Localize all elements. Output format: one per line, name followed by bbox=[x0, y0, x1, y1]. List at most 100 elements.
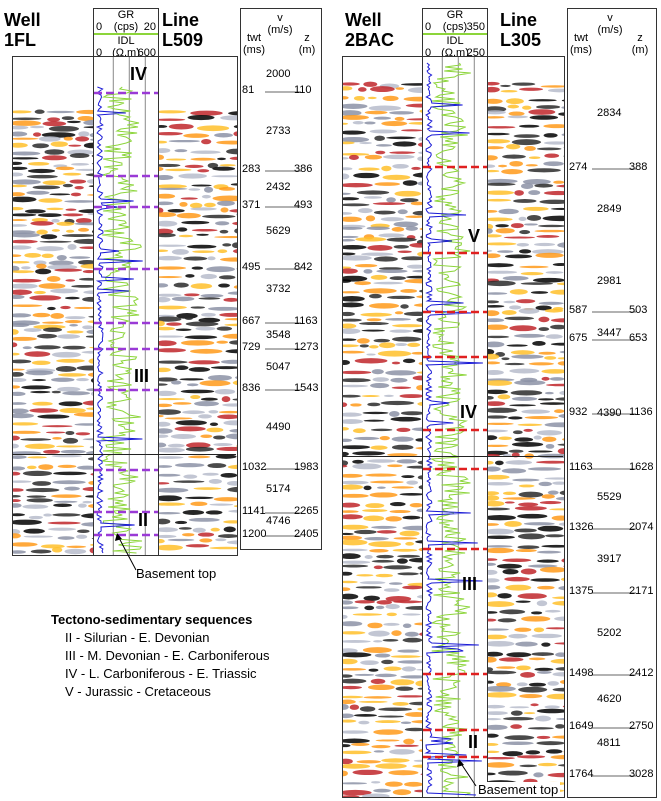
legend-item: II - Silurian - E. Devonian bbox=[65, 630, 210, 645]
twt-value: 283 bbox=[242, 163, 261, 175]
twt-value: 1764 bbox=[569, 768, 594, 780]
depth-value: 1543 bbox=[294, 382, 319, 394]
gr-max: 350 bbox=[466, 21, 485, 33]
depth-value: 1983 bbox=[294, 461, 319, 473]
seq-label-IV-left: IV bbox=[130, 64, 148, 84]
right-log-track bbox=[422, 56, 488, 798]
left-v-header: v (m/s) bbox=[267, 12, 293, 36]
depth-value: 493 bbox=[294, 199, 313, 211]
velocity-value: 2834 bbox=[597, 107, 622, 119]
gr-min: 0 bbox=[425, 21, 432, 33]
left-z-header: z (m) bbox=[298, 32, 316, 56]
legend-item: V - Jurassic - Cretaceous bbox=[65, 684, 211, 699]
twt-value: 495 bbox=[242, 261, 261, 273]
depth-value: 653 bbox=[629, 332, 648, 344]
twt-value: 1375 bbox=[569, 585, 594, 597]
velocity-value: 3917 bbox=[597, 553, 622, 565]
twt-value: 667 bbox=[242, 315, 261, 327]
depth-value: 1136 bbox=[629, 406, 653, 418]
twt-value: 1498 bbox=[569, 667, 594, 679]
idl-min: 0 bbox=[425, 47, 432, 59]
legend-item: III - M. Devonian - E. Carboniferous bbox=[65, 648, 270, 663]
left-log-track bbox=[93, 56, 159, 556]
velocity-value: 4620 bbox=[597, 693, 622, 705]
velocity-value: 5047 bbox=[266, 361, 291, 373]
left-basement-arrow bbox=[115, 533, 137, 571]
twt-value: 81 bbox=[242, 84, 255, 96]
seq-label-III-right: III bbox=[462, 574, 478, 594]
velocity-value: 4490 bbox=[266, 421, 291, 433]
legend-title: Tectono-sedimentary sequences bbox=[51, 612, 253, 627]
twt-value: 932 bbox=[569, 406, 588, 418]
velocity-value: 2981 bbox=[597, 275, 622, 287]
right-log-header: GR 0 (cps) 350 IDL 0 (Ω.m) 250 bbox=[422, 8, 488, 61]
twt-value: 1032 bbox=[242, 461, 267, 473]
left-log-header: GR 0 (cps) 20 IDL 0 (Ω.m) 600 bbox=[93, 8, 159, 61]
twt-value: 274 bbox=[569, 161, 588, 173]
velocity-value: 2733 bbox=[266, 125, 291, 137]
right-seismic-panel-1 bbox=[342, 56, 424, 798]
depth-value: 503 bbox=[629, 304, 648, 316]
depth-value: 2412 bbox=[629, 667, 654, 679]
gr-min: 0 bbox=[96, 21, 103, 33]
twt-value: 1649 bbox=[569, 720, 594, 732]
velocity-value: 3548 bbox=[266, 329, 291, 341]
right-horizon-line bbox=[342, 456, 563, 457]
velocity-value: 5529 bbox=[597, 491, 622, 503]
seq-label-II-left: II bbox=[138, 510, 149, 530]
right-well-title: Well 2BAC bbox=[345, 10, 395, 50]
gr-title: GR bbox=[446, 9, 464, 21]
right-basement-arrow bbox=[457, 759, 477, 787]
velocity-value: 2432 bbox=[266, 181, 291, 193]
twt-value: 1326 bbox=[569, 521, 594, 533]
depth-value: 388 bbox=[629, 161, 648, 173]
left-well-title: Well 1FL bbox=[4, 10, 41, 50]
twt-value: 371 bbox=[242, 199, 261, 211]
depth-value: 2074 bbox=[629, 521, 654, 533]
depth-value: 1628 bbox=[629, 461, 654, 473]
twt-value: 1200 bbox=[242, 528, 267, 540]
left-twt-header: twt (ms) bbox=[243, 32, 265, 56]
twt-value: 675 bbox=[569, 332, 588, 344]
depth-value: 2405 bbox=[294, 528, 319, 540]
left-seismic-panel-1 bbox=[12, 56, 94, 556]
depth-value: 3028 bbox=[629, 768, 654, 780]
velocity-value: 4746 bbox=[266, 515, 291, 527]
left-basement-label: Basement top bbox=[136, 566, 217, 581]
velocity-value: 4390 bbox=[597, 407, 622, 419]
depth-value: 1163 bbox=[294, 315, 318, 327]
gr-unit: (cps) bbox=[442, 21, 468, 33]
right-line-title: Line L305 bbox=[500, 10, 542, 50]
depth-value: 1273 bbox=[294, 341, 319, 353]
seq-label-V-right: V bbox=[468, 226, 481, 246]
twt-value: 587 bbox=[569, 304, 588, 316]
velocity-value: 3732 bbox=[266, 283, 291, 295]
right-z-header: z (m) bbox=[631, 32, 649, 56]
right-twt-header: twt (ms) bbox=[570, 32, 592, 56]
depth-value: 842 bbox=[294, 261, 313, 273]
right-td-table bbox=[567, 8, 657, 798]
depth-value: 386 bbox=[294, 163, 313, 175]
velocity-value: 5202 bbox=[597, 627, 622, 639]
right-v-header: v (m/s) bbox=[597, 12, 623, 36]
velocity-value: 4811 bbox=[597, 737, 621, 749]
twt-value: 729 bbox=[242, 341, 261, 353]
gr-title: GR bbox=[117, 9, 135, 21]
depth-value: 110 bbox=[294, 84, 312, 96]
legend: Tectono-sedimentary sequences II - Silur… bbox=[51, 612, 331, 701]
gr-max: 20 bbox=[143, 21, 156, 33]
left-seismic-panel-2 bbox=[158, 56, 238, 556]
left-horizon-line bbox=[12, 454, 236, 455]
velocity-value: 5174 bbox=[266, 483, 291, 495]
gr-unit: (cps) bbox=[113, 21, 139, 33]
velocity-value: 3447 bbox=[597, 327, 622, 339]
seq-label-IV-right: IV bbox=[460, 402, 478, 422]
velocity-value: 5629 bbox=[266, 225, 291, 237]
twt-value: 1141 bbox=[242, 505, 266, 517]
seq-label-II-right: II bbox=[468, 732, 479, 752]
depth-value: 2265 bbox=[294, 505, 319, 517]
right-seismic-panel-2 bbox=[487, 56, 565, 798]
seq-label-III-left: III bbox=[134, 366, 150, 386]
depth-value: 2171 bbox=[629, 585, 654, 597]
left-line-title: Line L509 bbox=[162, 10, 204, 50]
